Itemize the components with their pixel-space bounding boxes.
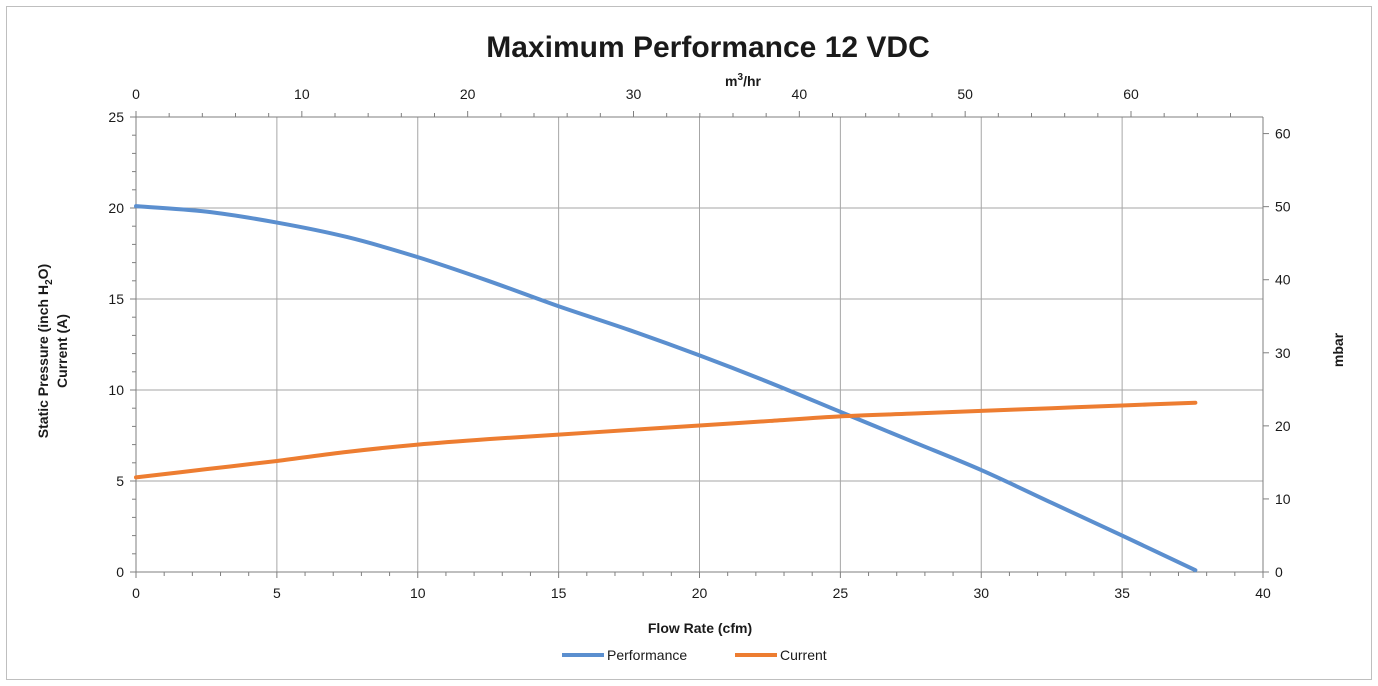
x2-axis-title-prefix: m bbox=[725, 73, 737, 89]
x-tick-label: 5 bbox=[273, 585, 281, 601]
y-tick-label: 25 bbox=[108, 109, 124, 125]
y-tick-label: 10 bbox=[108, 382, 124, 398]
x-tick-label: 20 bbox=[692, 585, 708, 601]
y2-tick-label: 30 bbox=[1275, 345, 1291, 361]
chart-frame: Maximum Performance 12 VDC Flow Rate (cf… bbox=[6, 6, 1372, 680]
legend: Performance Current bbox=[562, 647, 827, 663]
grid-layer bbox=[135, 116, 1264, 573]
y2-tick-label: 50 bbox=[1275, 199, 1291, 215]
chart-svg: Maximum Performance 12 VDC Flow Rate (cf… bbox=[35, 31, 1346, 663]
x2-tick-label: 60 bbox=[1123, 86, 1139, 102]
y2-tick-label: 10 bbox=[1275, 491, 1291, 507]
x-tick-label: 25 bbox=[833, 585, 849, 601]
x-tick-label: 40 bbox=[1255, 585, 1271, 601]
y-axis-title-prefix: Static Pressure (inch H bbox=[35, 285, 51, 438]
x2-axis-title: m3/hr bbox=[725, 72, 761, 89]
x-tick-label: 30 bbox=[973, 585, 989, 601]
x-tick-label: 15 bbox=[551, 585, 567, 601]
y2-tick-label: 0 bbox=[1275, 564, 1283, 580]
y-axis-title-line2: Current (A) bbox=[54, 314, 70, 388]
y2-tick-label: 60 bbox=[1275, 126, 1291, 142]
x-tick-label: 0 bbox=[132, 585, 140, 601]
y-axis-title-line1: Static Pressure (inch H2O) bbox=[35, 264, 55, 438]
y-axis-title-sub: 2 bbox=[44, 279, 55, 285]
y-tick-label: 20 bbox=[108, 200, 124, 216]
x2-tick-label: 50 bbox=[957, 86, 973, 102]
x-tick-label: 10 bbox=[410, 585, 426, 601]
x2-axis-title-sup: 3 bbox=[738, 72, 744, 83]
legend-label-current: Current bbox=[780, 647, 827, 663]
x2-tick-label: 0 bbox=[132, 86, 140, 102]
x2-tick-label: 30 bbox=[626, 86, 642, 102]
x2-tick-label: 20 bbox=[460, 86, 476, 102]
x-tick-label: 35 bbox=[1114, 585, 1130, 601]
series-line-performance bbox=[134, 204, 1198, 573]
y2-tick-label: 40 bbox=[1275, 272, 1291, 288]
y-axis-title-suffix: O) bbox=[35, 264, 51, 280]
legend-label-performance: Performance bbox=[607, 647, 687, 663]
y-tick-label: 5 bbox=[116, 473, 124, 489]
x2-tick-label: 10 bbox=[294, 86, 310, 102]
labels-layer: Maximum Performance 12 VDC Flow Rate (cf… bbox=[35, 31, 1346, 636]
series-line-current bbox=[134, 400, 1198, 480]
series-layer bbox=[134, 204, 1198, 573]
x2-axis-title-suffix: /hr bbox=[743, 73, 761, 89]
x2-tick-label: 40 bbox=[792, 86, 808, 102]
y-tick-label: 0 bbox=[116, 564, 124, 580]
y2-tick-label: 20 bbox=[1275, 418, 1291, 434]
x-axis-title: Flow Rate (cfm) bbox=[648, 620, 752, 636]
axes-layer bbox=[130, 111, 1269, 578]
y2-axis-title: mbar bbox=[1330, 332, 1346, 367]
chart-title: Maximum Performance 12 VDC bbox=[486, 31, 930, 64]
y-tick-label: 15 bbox=[108, 291, 124, 307]
